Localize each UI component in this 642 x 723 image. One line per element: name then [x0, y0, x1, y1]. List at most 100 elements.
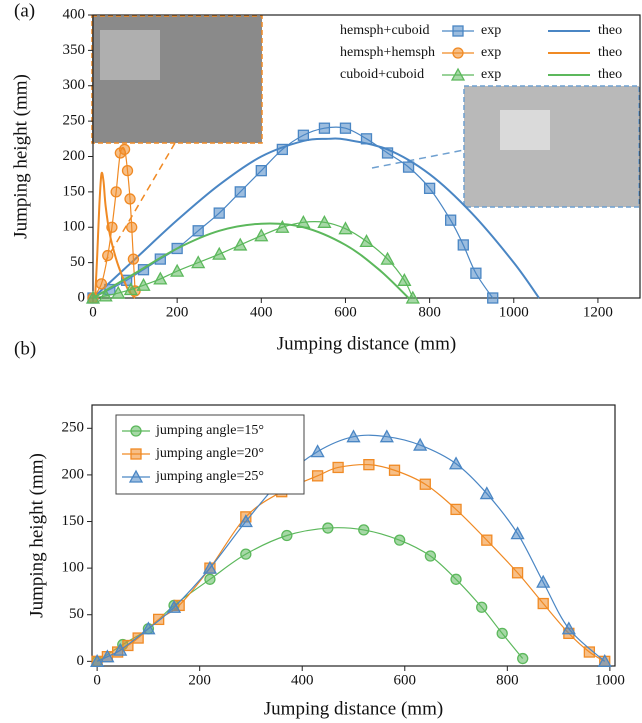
data-point [517, 652, 529, 665]
data-point [166, 599, 182, 613]
data-point [405, 290, 420, 304]
data-point [496, 627, 508, 640]
data-point [212, 246, 227, 260]
y-tick-label: 250 [63, 113, 86, 129]
inset-photo [463, 85, 640, 208]
data-point [154, 253, 166, 265]
y-tick-label: 350 [63, 42, 86, 58]
data-point [419, 478, 431, 490]
data-point [136, 277, 151, 291]
data-point [448, 456, 464, 470]
data-point [106, 221, 118, 233]
data-point [583, 646, 596, 658]
data-point [238, 514, 253, 528]
y-axis-title: Jumping height (mm) [10, 74, 31, 239]
data-point [191, 255, 206, 269]
data-point [170, 263, 185, 277]
data-point [110, 186, 122, 198]
theo-line [92, 222, 410, 299]
data-point [255, 164, 267, 177]
data-point [393, 534, 406, 546]
data-point [132, 632, 144, 644]
data-point [281, 529, 293, 542]
legend-label: jumping angle=20° [155, 446, 264, 461]
x-tick-label: 800 [418, 304, 441, 320]
data-point [413, 437, 428, 451]
data-point [445, 214, 457, 226]
legend-marker [128, 469, 144, 483]
data-point [346, 429, 361, 443]
x-tick-label: 600 [394, 672, 417, 688]
inset-detail [100, 30, 160, 80]
data-point [275, 219, 290, 233]
data-point [479, 486, 494, 500]
data-point [254, 228, 269, 242]
data-point [111, 285, 126, 299]
legend-label: theo [598, 45, 622, 60]
legend-label: exp [481, 23, 501, 38]
legend-marker [130, 448, 142, 460]
data-point [213, 207, 225, 219]
data-point [318, 122, 331, 134]
data-point [122, 639, 134, 652]
data-point [296, 214, 311, 228]
data-point [240, 548, 252, 560]
data-point [423, 182, 436, 194]
data-point [359, 234, 374, 248]
data-point [381, 147, 394, 159]
data-point [402, 161, 415, 173]
legend-marker [452, 47, 464, 59]
x-tick-label: 0 [89, 304, 97, 320]
x-tick-label: 1000 [499, 304, 529, 320]
data-point [450, 503, 462, 516]
x-tick-label: 0 [93, 672, 101, 688]
data-point [98, 288, 113, 302]
data-point [322, 522, 334, 534]
y-tick-label: 100 [63, 219, 86, 235]
data-point [310, 444, 325, 458]
legend-label: jumping angle=25° [155, 469, 264, 484]
inset-detail [500, 110, 550, 150]
data-point [510, 526, 525, 540]
data-point [338, 221, 353, 235]
data-point [276, 143, 288, 156]
x-axis-title: Jumping distance (mm) [277, 333, 456, 354]
data-point [457, 239, 469, 251]
data-point [121, 164, 134, 177]
data-point [397, 272, 412, 286]
data-point [113, 642, 128, 656]
data-point [537, 597, 549, 610]
data-point [234, 186, 246, 198]
y-axis-title: Jumping height (mm) [26, 453, 47, 618]
data-point [536, 574, 551, 588]
data-point [511, 567, 524, 579]
data-point [126, 221, 138, 233]
x-tick-label: 1000 [595, 672, 625, 688]
data-point [379, 429, 394, 443]
data-point [192, 225, 204, 237]
data-point [124, 193, 136, 205]
legend-marker [452, 25, 464, 37]
data-point [153, 613, 165, 626]
theo-line [92, 137, 540, 299]
legend-label: theo [598, 23, 622, 38]
y-tick-label: 0 [77, 653, 85, 669]
data-point [424, 550, 437, 562]
x-tick-label: 400 [291, 672, 314, 688]
x-tick-label: 600 [334, 304, 357, 320]
data-point [450, 573, 462, 585]
data-point [202, 560, 218, 574]
y-tick-label: 200 [63, 148, 86, 164]
data-point [358, 524, 370, 536]
data-point [470, 267, 482, 279]
data-point [153, 271, 168, 285]
data-point [317, 214, 332, 228]
legend-label: theo [598, 67, 622, 82]
data-point [118, 143, 131, 156]
data-point [127, 253, 140, 265]
y-tick-label: 50 [69, 606, 84, 622]
theo-line [94, 171, 136, 299]
panel-label: (b) [14, 338, 36, 359]
exp-line [96, 527, 524, 662]
exp-line [92, 126, 494, 299]
